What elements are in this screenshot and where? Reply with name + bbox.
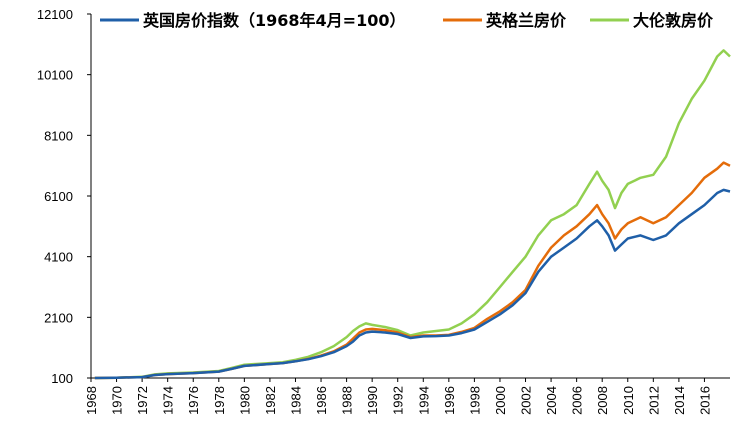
y-tick-label: 10100: [37, 68, 73, 83]
legend-label-greater-london: 大伦敦房价: [633, 11, 714, 30]
x-tick-label: 1992: [391, 386, 406, 415]
legend-label-england: 英格兰房价: [485, 11, 567, 30]
legend-label-uk-index: 英国房价指数（1968年4月=100）: [142, 11, 405, 30]
x-tick-label: 1980: [237, 386, 252, 415]
x-tick-label: 1984: [288, 386, 303, 415]
series-lines: [94, 49, 731, 380]
x-tick-label: 2002: [519, 386, 534, 415]
x-tick-label: 2016: [697, 386, 712, 415]
x-tick-label: 2010: [621, 386, 636, 415]
x-tick-label: 1978: [212, 386, 227, 415]
series-line-england: [94, 161, 731, 380]
y-tick-label: 6100: [44, 189, 73, 204]
y-tick-label: 100: [51, 371, 73, 386]
series-line-uk-index: [94, 188, 731, 380]
x-tick-label: 2004: [544, 386, 559, 415]
legend: 英国房价指数（1968年4月=100） 英格兰房价 大伦敦房价: [100, 11, 714, 30]
x-tick-label: 1982: [263, 386, 278, 415]
x-tick-label: 2000: [493, 386, 508, 415]
x-tick-label: 1998: [467, 386, 482, 415]
x-tick-label: 1972: [135, 386, 150, 415]
y-axis-ticks: 100 2100 4100 6100 8100 10100 12100: [37, 7, 91, 386]
x-tick-label: 1968: [84, 386, 99, 415]
y-tick-label: 8100: [44, 128, 73, 143]
y-tick-label: 4100: [44, 250, 73, 265]
x-tick-label: 2006: [570, 386, 585, 415]
x-axis-ticks: 1968 1970 1972 1974 1976 1978 1980 1982 1984 1986…: [84, 378, 712, 415]
y-tick-label: 2100: [44, 310, 73, 325]
x-tick-label: 1990: [365, 386, 380, 415]
x-tick-label: 2014: [672, 386, 687, 415]
x-tick-label: 1986: [314, 386, 329, 415]
x-tick-label: 1976: [186, 386, 201, 415]
x-tick-label: 1994: [416, 386, 431, 415]
x-tick-label: 2012: [646, 386, 661, 415]
series-line-greater-london: [94, 49, 731, 380]
legend-item-greater-london: 大伦敦房价: [590, 11, 714, 30]
x-tick-label: 1974: [161, 386, 176, 415]
x-tick-label: 1996: [442, 386, 457, 415]
x-tick-label: 1988: [340, 386, 355, 415]
x-tick-label: 2008: [595, 386, 610, 415]
legend-item-uk-index: 英国房价指数（1968年4月=100）: [100, 11, 405, 30]
legend-item-england: 英格兰房价: [443, 11, 567, 30]
y-tick-label: 12100: [37, 7, 73, 22]
x-tick-label: 1970: [110, 386, 125, 415]
